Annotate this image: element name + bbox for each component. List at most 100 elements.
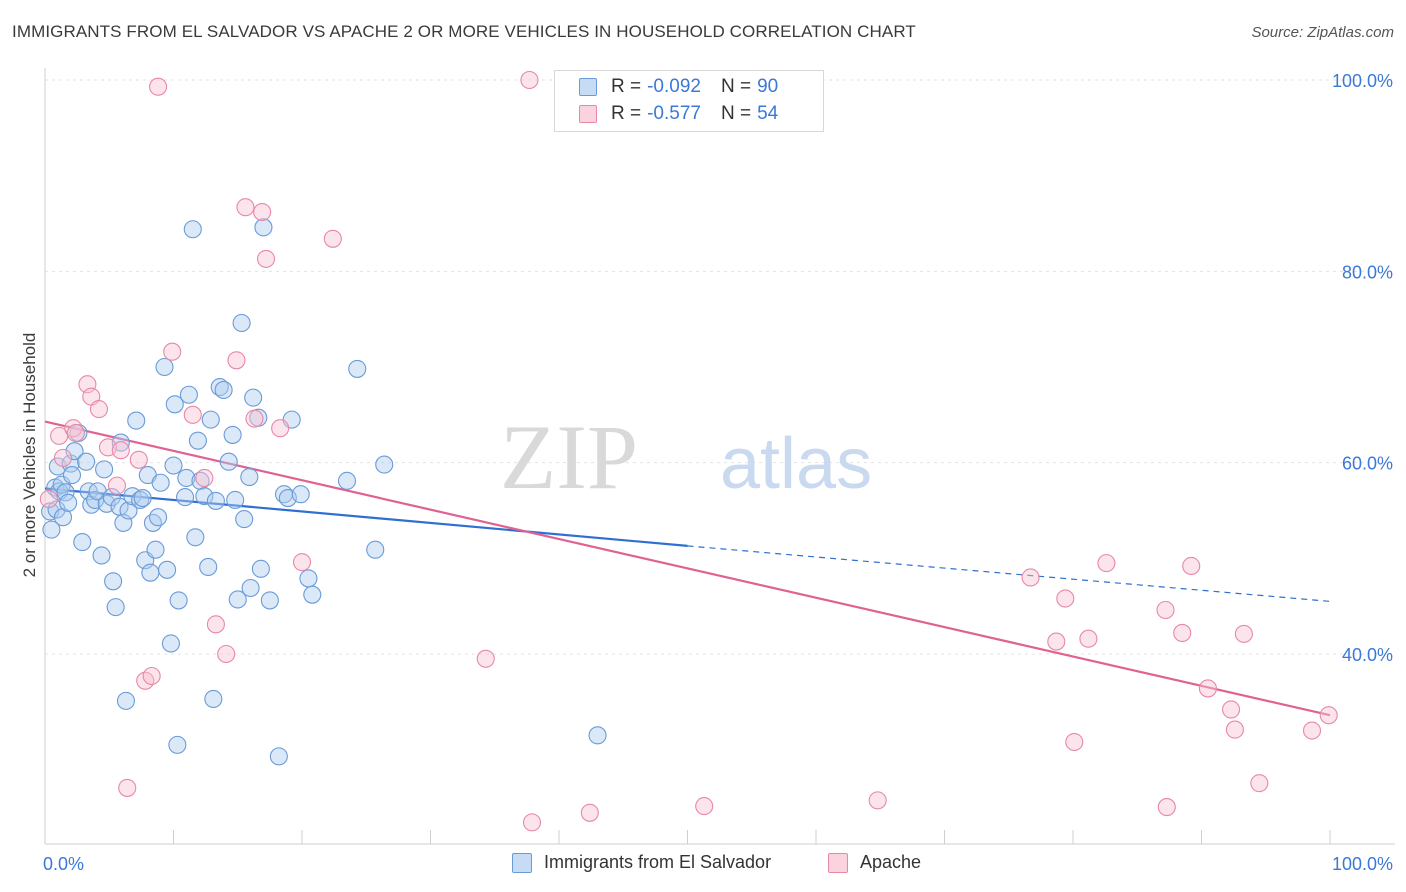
legend-label: Immigrants from El Salvador: [544, 852, 772, 872]
data-point: [271, 419, 290, 438]
trend-lines: [44, 420, 1331, 717]
data-point: [303, 585, 322, 604]
data-point: [588, 726, 607, 745]
data-point: [119, 501, 138, 520]
legend-swatch-pink: [828, 852, 848, 873]
data-point: [183, 405, 202, 424]
legend-r-value: -0.092: [647, 76, 701, 97]
data-point: [245, 409, 264, 428]
data-point: [155, 357, 174, 377]
data-point: [201, 410, 220, 429]
y-tick-label: 40.0%: [1342, 645, 1393, 665]
data-point: [1021, 568, 1040, 587]
data-point: [1173, 623, 1192, 643]
data-point: [176, 488, 195, 507]
data-point: [214, 380, 233, 400]
legend-row-el-salvador: R = -0.092 N = 90: [579, 76, 778, 98]
data-point: [366, 540, 385, 559]
data-point: [1156, 600, 1175, 620]
source-label: Source: ZipAtlas.com: [1251, 24, 1394, 41]
data-point: [695, 797, 714, 816]
data-point: [64, 419, 83, 438]
data-point: [127, 411, 146, 430]
legend-n-value: 90: [757, 76, 779, 97]
data-point: [520, 70, 539, 90]
data-point: [291, 485, 310, 504]
data-point: [92, 546, 111, 565]
watermark-atlas: atlas: [720, 424, 872, 504]
data-point: [1302, 721, 1322, 740]
data-point: [177, 468, 196, 488]
y-axis-label: 2 or more Vehicles in Household: [20, 332, 39, 578]
data-point: [143, 513, 162, 532]
data-point: [42, 520, 61, 539]
data-points: [39, 70, 1338, 832]
data-point: [149, 508, 168, 527]
legend-swatch-blue: [579, 78, 597, 96]
legend-row-apache: R = -0.577 N = 54: [579, 103, 778, 125]
data-point: [226, 490, 245, 510]
data-point: [1097, 554, 1116, 573]
data-point: [106, 598, 125, 617]
data-point: [348, 359, 367, 378]
data-point: [476, 649, 495, 668]
data-point: [1056, 589, 1075, 608]
data-point: [1222, 700, 1241, 719]
data-point: [868, 791, 887, 810]
data-point: [66, 423, 85, 443]
data-point: [39, 489, 58, 509]
legend-item-apache: Apache: [828, 852, 921, 873]
data-point: [62, 466, 82, 485]
data-point: [199, 557, 218, 576]
legend-swatch-pink: [579, 105, 597, 123]
series-apache: [39, 70, 1338, 832]
x-tick-label: 0.0%: [43, 854, 84, 874]
data-point: [375, 455, 394, 474]
data-point: [223, 425, 242, 444]
y-tick-labels: 40.0% 60.0% 80.0% 100.0%: [1332, 71, 1393, 665]
data-point: [146, 540, 165, 559]
data-point: [254, 218, 273, 237]
data-point: [1047, 632, 1066, 651]
data-point: [107, 476, 127, 495]
data-point: [522, 813, 542, 832]
data-point: [1250, 774, 1269, 793]
data-point: [183, 220, 202, 239]
data-point: [73, 533, 92, 552]
data-point: [116, 691, 136, 710]
data-point: [256, 249, 276, 268]
data-point: [104, 572, 123, 591]
trend-line: [44, 487, 688, 547]
data-point: [53, 508, 73, 527]
trend-line-dashed: [687, 545, 1331, 602]
data-point: [56, 483, 75, 502]
data-point: [195, 468, 214, 488]
data-point: [1225, 720, 1244, 739]
data-point: [204, 689, 223, 709]
data-point: [292, 553, 312, 572]
data-point: [260, 591, 279, 610]
data-point: [1079, 629, 1098, 648]
data-point: [1198, 679, 1217, 698]
data-point: [149, 77, 168, 96]
data-point: [235, 510, 254, 529]
data-point: [102, 488, 121, 507]
data-point: [158, 560, 177, 579]
data-point: [206, 615, 225, 634]
data-point: [164, 456, 183, 475]
y-tick-label: 100.0%: [1332, 71, 1393, 91]
data-point: [111, 441, 130, 460]
legend-n-value: 54: [757, 103, 779, 124]
data-point: [1157, 798, 1176, 817]
data-point: [77, 452, 96, 471]
data-point: [244, 388, 263, 407]
x-tick-label: 100.0%: [1332, 854, 1393, 874]
data-point: [141, 563, 160, 582]
data-point: [89, 400, 109, 419]
legend-r-value: -0.577: [647, 103, 701, 124]
correlation-legend: R = -0.092 N = 90 R = -0.577 N = 54: [554, 70, 824, 132]
data-point: [95, 460, 114, 479]
data-point: [269, 747, 288, 766]
data-point: [253, 202, 272, 222]
